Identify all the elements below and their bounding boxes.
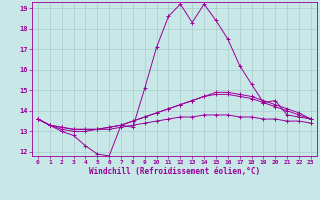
X-axis label: Windchill (Refroidissement éolien,°C): Windchill (Refroidissement éolien,°C) (89, 167, 260, 176)
